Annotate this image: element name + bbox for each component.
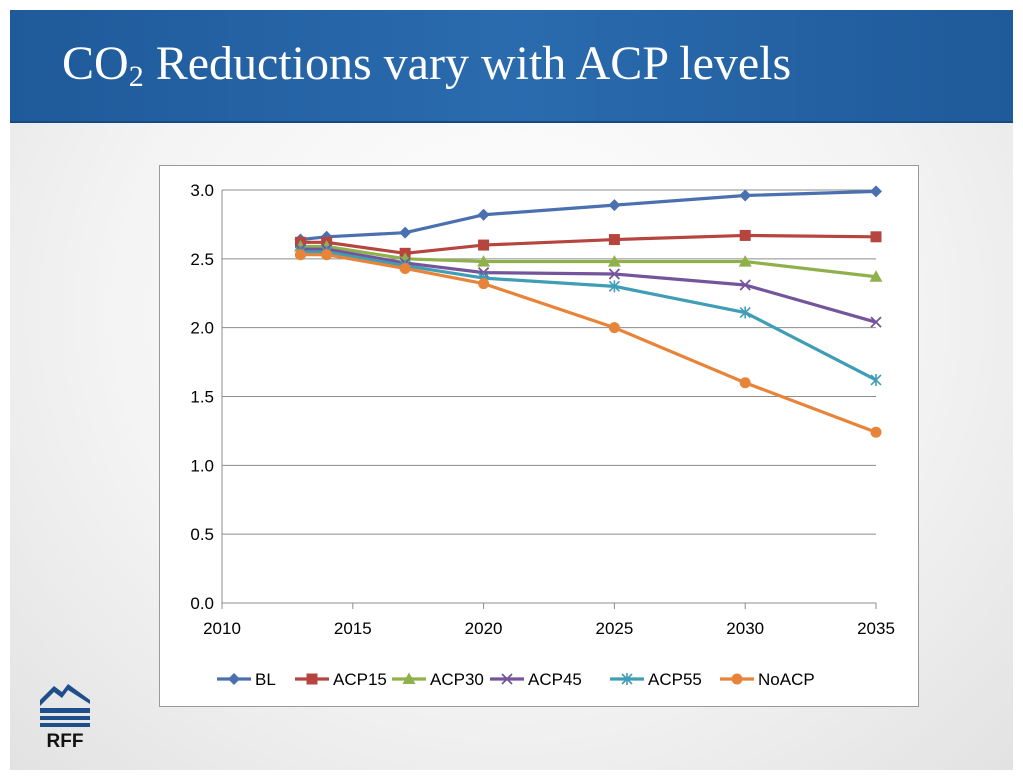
data-point-noacp-2030 <box>739 377 751 389</box>
series-line-acp15 <box>300 233 877 255</box>
logo-text: RFF <box>47 731 84 750</box>
legend-label-bl: BL <box>255 670 276 689</box>
data-point-acp15-2025 <box>608 234 620 246</box>
legend-marker-acp30 <box>402 672 416 684</box>
data-point-acp55-2035 <box>870 373 882 386</box>
x-tick-label-2010: 2010 <box>203 619 241 638</box>
data-point-noacp-2035 <box>870 426 882 438</box>
y-tick-label-1.5: 1.5 <box>190 388 214 407</box>
data-point-acp45-2030 <box>739 279 751 291</box>
legend-label-acp55: ACP55 <box>648 670 702 689</box>
legend-label-acp30: ACP30 <box>430 670 484 689</box>
data-point-acp30-2035 <box>869 270 883 282</box>
data-point-noacp-2025 <box>608 322 620 334</box>
data-point-bl-2020 <box>477 208 490 221</box>
y-tick-label-2.0: 2.0 <box>190 319 214 338</box>
x-tick-label-2025: 2025 <box>595 619 633 638</box>
y-tick-label-3.0: 3.0 <box>190 181 214 200</box>
data-point-acp55-2025 <box>608 280 620 293</box>
data-point-acp45-2025 <box>608 268 621 280</box>
series-line-bl <box>300 189 877 242</box>
data-point-acp30-2020 <box>477 255 491 267</box>
data-point-acp30-2025 <box>607 255 621 267</box>
legend-marker-acp45 <box>501 673 513 685</box>
slide-title: CO2 Reductions vary with ACP levels <box>62 37 792 93</box>
data-point-acp15-2035 <box>870 231 882 243</box>
data-point-acp15-2030 <box>739 229 751 241</box>
legend-marker-acp15 <box>306 673 318 685</box>
series-line-acp55 <box>300 250 877 382</box>
y-tick-label-2.5: 2.5 <box>190 250 214 269</box>
series-line-noacp <box>300 253 877 434</box>
x-tick-label-2030: 2030 <box>726 619 764 638</box>
legend-label-acp15: ACP15 <box>333 670 387 689</box>
data-point-noacp-2017 <box>399 262 411 274</box>
data-point-noacp-2013 <box>294 249 306 261</box>
legend-marker-acp55 <box>621 673 633 685</box>
y-tick-label-0.5: 0.5 <box>190 525 214 544</box>
co2-line-chart: 0.0 0.5 1.0 1.5 2.0 2.5 3.0 2010 2015 2020 2025 203… <box>190 181 895 689</box>
data-point-noacp-2014 <box>321 249 333 261</box>
x-tick-label-2020: 2020 <box>465 619 503 638</box>
data-point-noacp-2020 <box>478 278 490 290</box>
y-tick-label-1.0: 1.0 <box>190 456 214 475</box>
title-bar: CO2 Reductions vary with ACP levels <box>10 10 1013 123</box>
title-subscript: 2 <box>128 60 144 93</box>
data-point-acp30-2030 <box>738 255 752 267</box>
data-point-bl-2025 <box>608 199 621 212</box>
data-point-bl-2035 <box>870 185 882 198</box>
data-point-bl-2017 <box>399 226 412 239</box>
legend-marker-bl <box>228 673 240 685</box>
x-tick-label-2035: 2035 <box>857 619 895 638</box>
x-tick-label-2015: 2015 <box>334 619 372 638</box>
legend-label-acp45: ACP45 <box>528 670 582 689</box>
legend-label-noacp: NoACP <box>758 670 815 689</box>
chart-container: 0.0 0.5 1.0 1.5 2.0 2.5 3.0 2010 2015 2020 2025 203… <box>159 165 919 707</box>
data-point-acp55-2030 <box>739 306 751 319</box>
legend-marker-noacp <box>731 673 743 685</box>
data-point-acp15-2020 <box>478 239 490 251</box>
data-point-bl-2030 <box>739 189 752 202</box>
data-point-acp45-2035 <box>870 316 882 328</box>
rff-logo: RFF <box>36 678 94 752</box>
y-tick-label-0.0: 0.0 <box>190 594 214 613</box>
